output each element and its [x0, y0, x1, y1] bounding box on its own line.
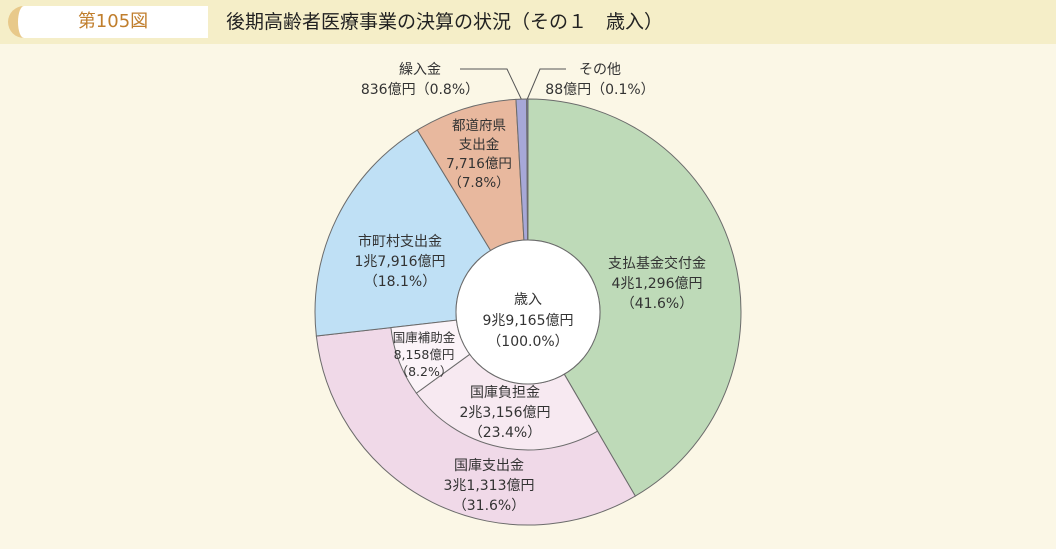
leader-line-kuriire [460, 68, 522, 100]
leader-line-sonota [526, 68, 566, 100]
figure-header: 第105図 後期高齢者医療事業の決算の状況（その１ 歳入） [0, 0, 1056, 44]
label-kuriire: 繰入金 836億円（0.8%） [361, 62, 479, 98]
label-todofuken: 都道府県支出金 7,716億円（7.8%） [446, 118, 512, 191]
figure-title: 後期高齢者医療事業の決算の状況（その１ 歳入） [226, 11, 664, 33]
center-hole [455, 239, 601, 385]
label-kokko-shishutsu: 国庫支出金 3兆1,313億円（31.6%） [444, 457, 535, 514]
label-shichoson: 市町村支出金 1兆7,916億円（18.1%） [355, 233, 446, 290]
figure-number-badge: 第105図 [8, 6, 208, 38]
center-label: 歳入 9兆9,165億円（100.0%） [483, 292, 574, 350]
label-sonota: その他 88億円（0.1%） [545, 62, 654, 98]
label-kokko-hojo: 国庫補助金 8,158億円（8.2%） [393, 330, 456, 379]
label-shiharai: 支払基金交付金 4兆1,296億円（41.6%） [608, 255, 706, 312]
label-kokko-futan: 国庫負担金 2兆3,156億円（23.4%） [460, 384, 551, 441]
